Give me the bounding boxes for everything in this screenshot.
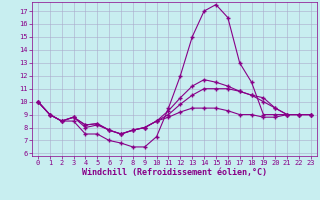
X-axis label: Windchill (Refroidissement éolien,°C): Windchill (Refroidissement éolien,°C): [82, 168, 267, 177]
